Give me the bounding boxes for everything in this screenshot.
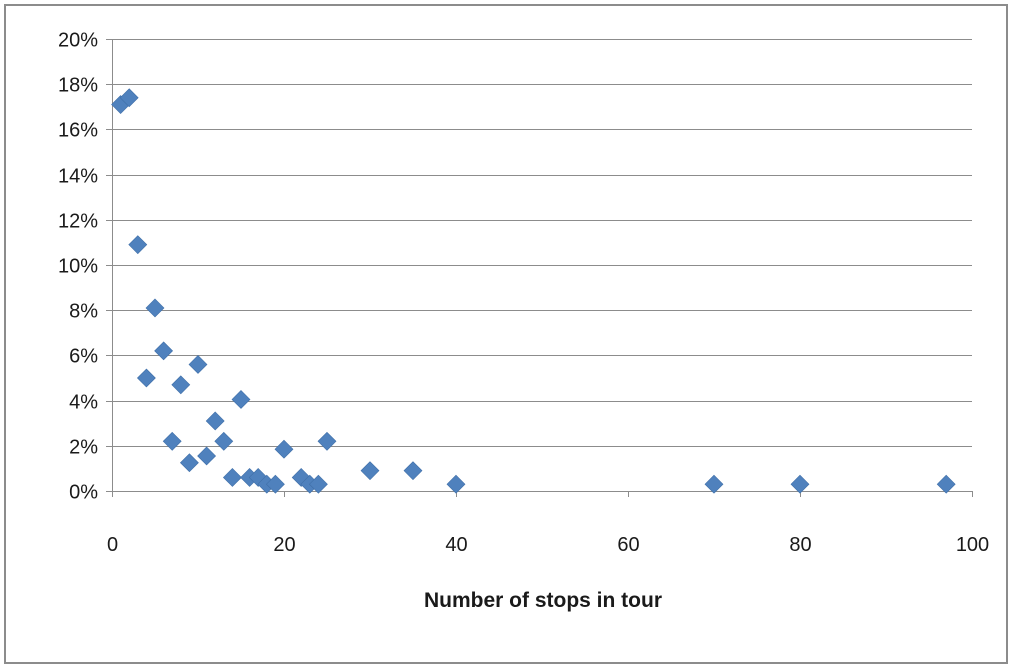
y-tick-label: 12%	[58, 211, 98, 233]
data-point	[197, 446, 217, 466]
data-point	[936, 474, 956, 494]
data-point	[188, 355, 208, 374]
data-point	[360, 461, 380, 481]
data-point	[128, 235, 148, 255]
data-point	[171, 375, 191, 395]
data-point	[145, 298, 165, 318]
y-tick-label: 2%	[69, 437, 98, 459]
data-point	[308, 474, 328, 494]
y-tick-label: 0%	[69, 482, 98, 504]
data-point	[403, 461, 423, 481]
axes	[106, 39, 973, 497]
x-tick-label: 40	[445, 534, 467, 556]
x-tick-label: 100	[956, 534, 989, 556]
y-tick-label: 20%	[58, 30, 98, 52]
data-point	[154, 341, 174, 361]
x-tick-label: 0	[107, 534, 118, 556]
data-points	[111, 88, 956, 494]
y-tick-label: 10%	[58, 256, 98, 278]
x-tick-label: 80	[789, 534, 811, 556]
x-axis-tick-labels: 0 20 40 60 80 100	[107, 534, 989, 556]
data-point	[214, 431, 234, 451]
y-tick-label: 6%	[69, 346, 98, 368]
data-point	[162, 431, 182, 451]
x-tick-label: 20	[273, 534, 295, 556]
chart-frame	[4, 4, 1008, 664]
data-point	[274, 439, 294, 459]
data-point	[231, 390, 251, 409]
data-point	[119, 88, 139, 108]
data-point	[265, 474, 285, 494]
gridlines	[112, 39, 972, 447]
data-point	[446, 474, 466, 494]
y-axis-tick-labels: 0% 2% 4% 6% 8% 10% 12% 14% 16% 18% 20%	[58, 30, 98, 504]
data-point	[317, 431, 337, 451]
data-point	[704, 474, 724, 494]
y-tick-label: 14%	[58, 166, 98, 188]
data-point	[136, 368, 156, 388]
data-point	[205, 411, 225, 431]
x-axis-title: Number of stops in tour	[424, 589, 662, 612]
x-tick-label: 60	[617, 534, 639, 556]
y-tick-label: 18%	[58, 75, 98, 97]
y-tick-label: 8%	[69, 301, 98, 323]
data-point	[790, 474, 810, 494]
data-point	[222, 468, 242, 487]
y-tick-label: 16%	[58, 120, 98, 142]
scatter-chart: 0% 2% 4% 6% 8% 10% 12% 14% 16% 18% 20% 0 20 40 60 80 10…	[58, 30, 989, 613]
y-tick-label: 4%	[69, 392, 98, 414]
data-point	[179, 453, 199, 473]
